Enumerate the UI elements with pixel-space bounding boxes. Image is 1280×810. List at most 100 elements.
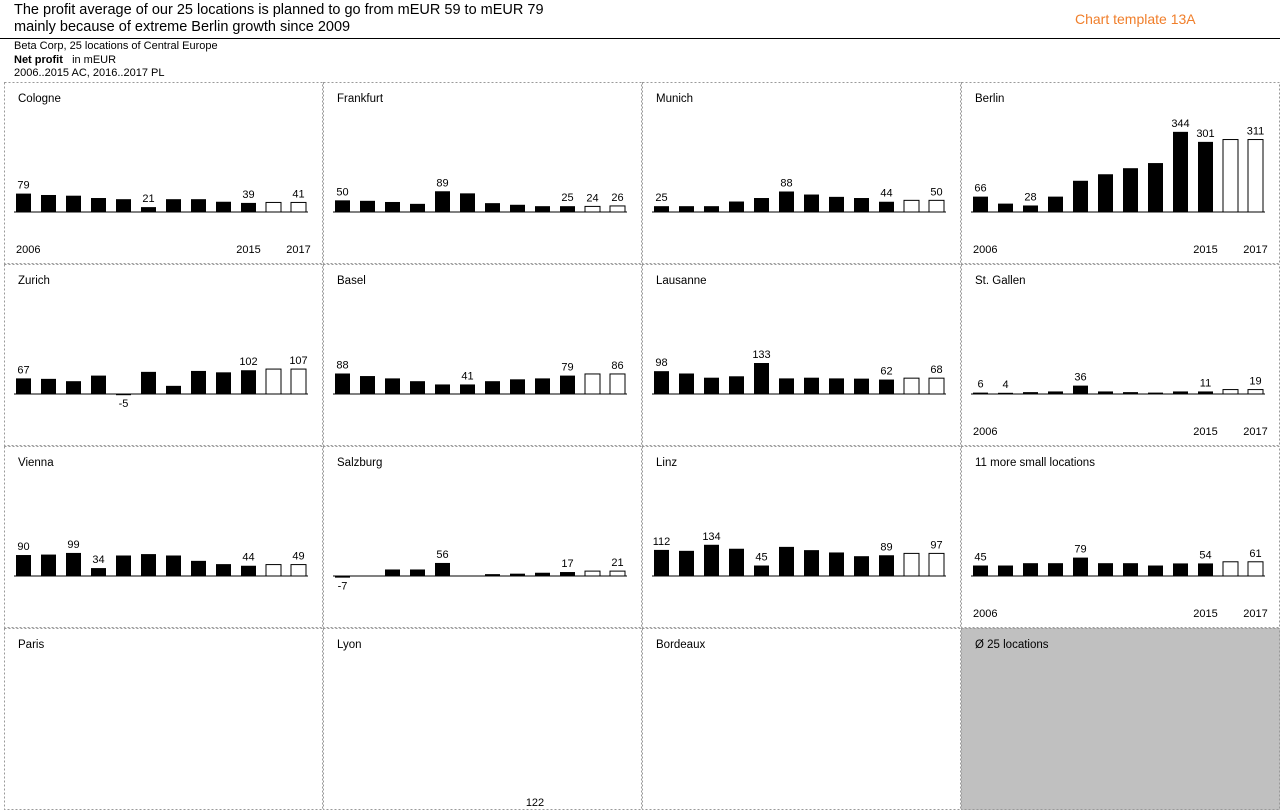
panel-zurich: Zurich 67 -5 102 107 [4, 264, 323, 446]
bar-2007-ac [679, 550, 694, 576]
bar-2011-ac [779, 191, 794, 212]
bar-2014-ac [854, 198, 869, 212]
bar-2016-pl [903, 199, 920, 213]
bar-label-2017: 311 [1247, 126, 1265, 138]
chart-title: The profit average of our 25 locations i… [14, 2, 544, 36]
bar-2008-ac [704, 206, 719, 212]
bar-2006-ac [654, 206, 669, 212]
panel-background [323, 628, 642, 810]
bar-label-2015: 301 [1196, 128, 1214, 140]
bar-label-2011: 88 [780, 177, 792, 189]
bar-2015-ac [879, 201, 894, 212]
bar-2008-ac [1023, 392, 1038, 394]
year-label-last-ac: 2015 [1193, 426, 1217, 438]
bar-2011-ac [1098, 174, 1113, 212]
panel-25-locations: Ø 25 locations [961, 628, 1280, 810]
unit-label: in mEUR [72, 53, 117, 66]
bar-2017-pl [290, 368, 307, 395]
panel-title: Cologne [18, 93, 61, 105]
bar-label: 122 [526, 797, 544, 809]
year-label-last: 2017 [1243, 608, 1267, 620]
bar-2017-pl [928, 377, 945, 395]
panel-title: 11 more small locations [975, 457, 1095, 469]
bar-label-2010: 89 [436, 177, 448, 189]
company-label: Beta Corp, 25 locations of Central Europ… [14, 40, 218, 52]
bar-2012-ac [804, 377, 819, 394]
bar-label-2008: 28 [1024, 191, 1036, 203]
bar-2010-ac [435, 384, 450, 394]
panel-title: Lyon [337, 639, 362, 651]
bar-label-2006: 90 [17, 541, 29, 553]
bar-label-2010: -5 [119, 398, 129, 410]
header-rule [0, 38, 1280, 39]
panel-border [323, 446, 642, 628]
bar-2006-ac [973, 196, 988, 212]
bar-2014-ac [216, 564, 231, 576]
bar-2006-ac [973, 392, 988, 394]
bar-2017-pl [609, 205, 626, 213]
bar-2008-ac [1023, 205, 1038, 212]
panel-lyon: Lyon 122 [323, 628, 642, 810]
bar-2012-ac [485, 574, 500, 576]
bar-2010-ac [754, 198, 769, 212]
measure-line: Net profit in mEUR [14, 54, 218, 68]
bar-label-2010: 133 [752, 349, 770, 361]
bar-2010-ac [1073, 180, 1088, 212]
bar-2017-pl [928, 552, 945, 577]
bar-2014-ac [535, 206, 550, 212]
bar-2012-ac [166, 199, 181, 212]
bar-label-2009: 34 [92, 554, 104, 566]
panel-background [4, 82, 323, 264]
panel-st-gallen: St. Gallen 6 4 36 11 19 2006 2015 2017 [961, 264, 1280, 446]
bar-2017-pl [609, 373, 626, 395]
bar-label-2015: 11 [1200, 377, 1211, 389]
bar-2016-pl [903, 377, 920, 395]
bar-label-2017: 50 [930, 186, 942, 198]
bar-label-2010: 56 [436, 549, 448, 561]
bar-2014-ac [1173, 131, 1188, 212]
year-label-first: 2006 [16, 244, 40, 256]
bar-2007-ac [41, 378, 56, 394]
bar-label-2006: 50 [336, 186, 348, 198]
bar-2014-ac [216, 372, 231, 394]
bar-label-2011: 21 [142, 193, 154, 205]
year-label-first: 2006 [973, 244, 997, 256]
bar-label-2008: 134 [702, 531, 720, 543]
bar-label-2015: 44 [880, 188, 892, 200]
bar-label-2017: 61 [1249, 548, 1261, 560]
panel-background [642, 446, 961, 628]
panel-border [4, 264, 323, 446]
bar-2016-pl [265, 201, 282, 213]
bar-2016-pl [265, 564, 282, 577]
bar-2012-ac [485, 203, 500, 212]
bar-2008-ac [385, 569, 400, 576]
bar-2017-pl [1247, 561, 1264, 577]
bar-2017-pl [1247, 139, 1264, 213]
bar-2017-pl [290, 201, 307, 213]
bar-2013-ac [1148, 163, 1163, 212]
bar-2006-ac [973, 565, 988, 576]
bar-2013-ac [191, 370, 206, 394]
bar-2010-ac [754, 565, 769, 576]
panel-border [323, 264, 642, 446]
bar-2016-pl [1222, 561, 1239, 577]
bar-2011-ac [141, 554, 156, 576]
panel-linz: Linz 112 134 45 89 97 [642, 446, 961, 628]
bar-2016-pl [584, 373, 601, 395]
bar-2009-ac [91, 375, 106, 394]
bar-2012-ac [166, 555, 181, 576]
bar-2008-ac [385, 201, 400, 212]
title-line-1: The profit average of our 25 locations i… [14, 2, 544, 18]
bar-2008-ac [66, 381, 81, 394]
bar-2012-ac [166, 385, 181, 394]
bar-2008-ac [66, 195, 81, 212]
bar-2011-ac [141, 371, 156, 394]
panel-border [642, 446, 961, 628]
bar-label-2016: 24 [586, 192, 598, 204]
bar-2009-ac [91, 568, 106, 576]
bar-label-2017: 19 [1249, 376, 1261, 388]
bar-label-2015: 44 [242, 552, 254, 564]
bar-2010-ac [435, 562, 450, 576]
chart-subtitle: Beta Corp, 25 locations of Central Europ… [14, 40, 218, 81]
panel-title: Lausanne [656, 275, 707, 287]
